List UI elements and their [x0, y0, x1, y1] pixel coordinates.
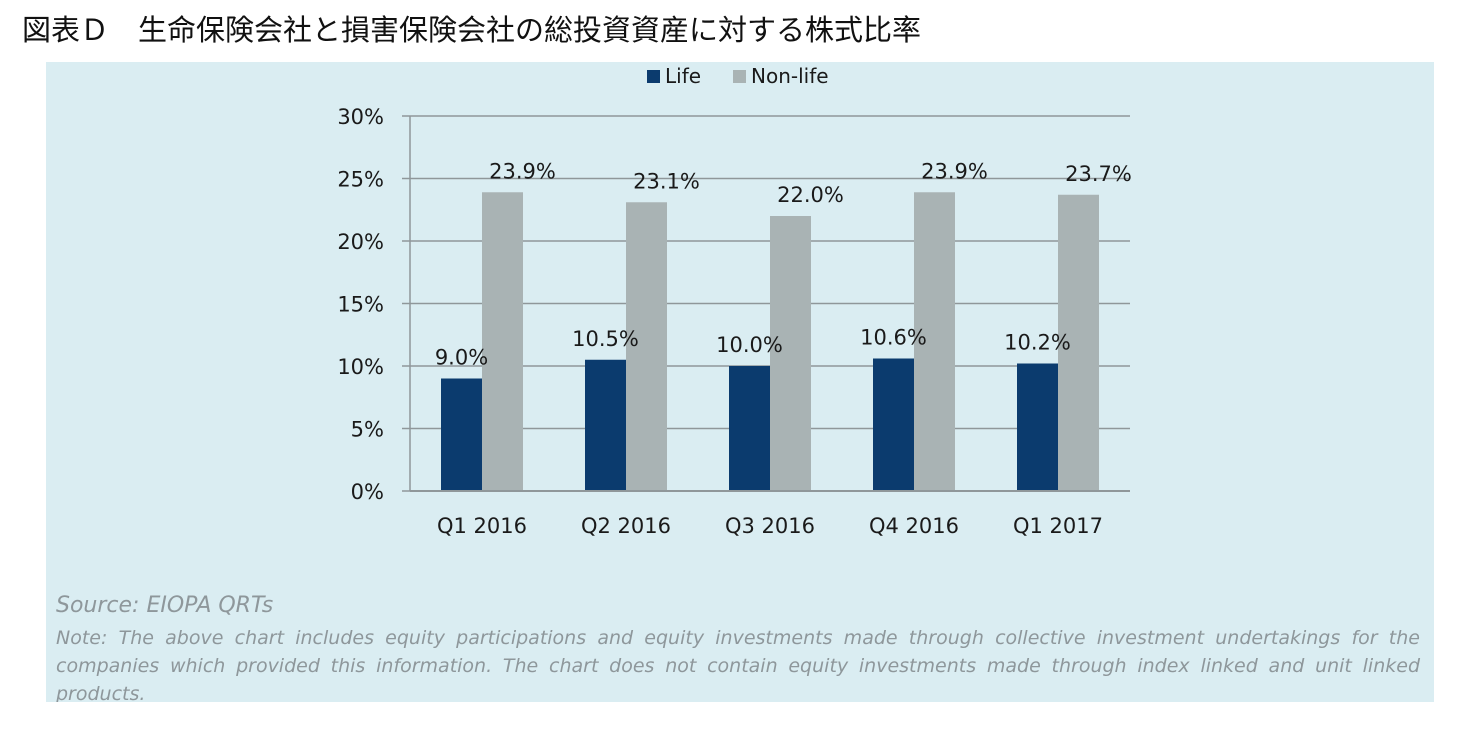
- bar-value-label: 10.6%: [860, 326, 927, 350]
- bar-value-label: 22.0%: [777, 183, 844, 207]
- bar-value-label: 10.2%: [1004, 331, 1071, 355]
- axes: [409, 116, 1130, 492]
- x-tick-label: Q1 2016: [437, 514, 527, 538]
- x-tick-label: Q4 2016: [869, 514, 959, 538]
- bar-life: [585, 359, 626, 491]
- bar-non-life: [482, 192, 523, 491]
- legend-swatch-life: [647, 70, 660, 83]
- x-tick-label: Q2 2016: [581, 514, 671, 538]
- bar-value-label: 23.9%: [921, 159, 988, 183]
- bar-value-labels: 9.0% 23.9% 10.5% 23.1% 10.0% 22.0% 10.6% 23.9% 1…: [435, 159, 1132, 369]
- chart-panel: Life Non-life 0% 5% 10% 15% 20% 25% 30% 9.0% 23.…: [46, 62, 1434, 702]
- figure-title: 図表Ｄ 生命保険会社と損害保険会社の総投資資産に対する株式比率: [22, 13, 922, 47]
- legend-swatch-non-life: [733, 70, 746, 83]
- bar-non-life: [770, 216, 811, 491]
- y-tick-label: 0%: [351, 480, 384, 504]
- bar-value-label: 9.0%: [435, 346, 488, 370]
- bar-life: [441, 378, 482, 491]
- chart-footnote: Note: The above chart includes equity pa…: [56, 627, 1420, 702]
- x-tick-label: Q1 2017: [1013, 514, 1103, 538]
- y-tick-label: 10%: [337, 355, 384, 379]
- bar-value-label: 23.9%: [489, 159, 556, 183]
- chart-legend: Life Non-life: [647, 64, 829, 88]
- y-tick-label: 5%: [351, 418, 384, 442]
- legend-label: Life: [665, 64, 701, 88]
- bar-non-life: [914, 192, 955, 491]
- bar-value-label: 10.5%: [572, 327, 639, 351]
- y-tick-label: 20%: [337, 230, 384, 254]
- y-tick-label: 15%: [337, 293, 384, 317]
- bar-value-label: 23.7%: [1065, 162, 1132, 186]
- legend-label: Non-life: [751, 64, 829, 88]
- y-tick-label: 25%: [337, 168, 384, 192]
- bars: [441, 192, 1099, 491]
- bar-value-label: 23.1%: [633, 169, 700, 193]
- x-axis-ticks: Q1 2016 Q2 2016 Q3 2016 Q4 2016 Q1 2017: [437, 514, 1103, 538]
- bar-chart: Life Non-life 0% 5% 10% 15% 20% 25% 30% 9.0% 23.…: [337, 64, 1132, 538]
- bar-life: [1017, 363, 1058, 491]
- bar-life: [729, 366, 770, 491]
- y-axis-ticks: 0% 5% 10% 15% 20% 25% 30%: [337, 105, 384, 504]
- bar-value-label: 10.0%: [716, 333, 783, 357]
- x-tick-label: Q3 2016: [725, 514, 815, 538]
- bar-non-life: [626, 202, 667, 491]
- y-tick-label: 30%: [337, 105, 384, 129]
- bar-life: [873, 358, 914, 491]
- source-note: Source: EIOPA QRTs: [56, 593, 274, 618]
- bar-non-life: [1058, 194, 1099, 491]
